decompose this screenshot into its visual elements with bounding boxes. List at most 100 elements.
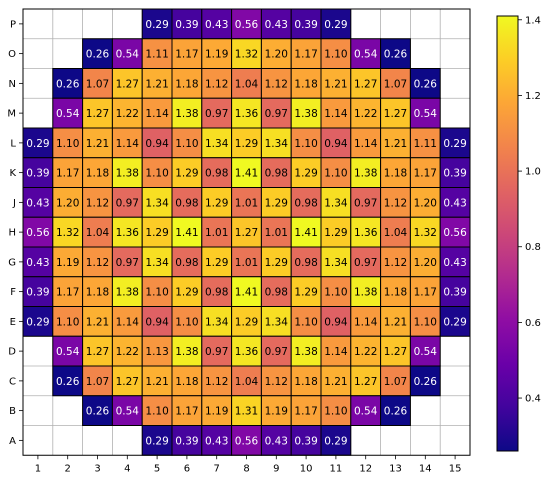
cell-value-label: 1.29 [205,257,228,269]
cell-value-label: 0.54 [116,406,140,418]
heatmap-cell [82,306,113,337]
x-tick-label: 5 [154,463,160,474]
cell-value-label: 1.10 [145,406,168,418]
heatmap-cell [52,97,84,129]
heatmap-cell [231,246,262,278]
heatmap-cell [380,38,411,69]
y-tick-label: F [10,287,16,298]
heatmap-cell [141,127,173,159]
cell-value-label: 1.38 [116,287,139,299]
cell-value-label: 1.29 [294,168,317,180]
cell-value-label: 1.04 [86,227,110,239]
cell-value-label: 0.43 [443,257,466,269]
cell-value-label: 1.21 [86,138,109,150]
heatmap-cell [290,425,322,456]
x-axis-ticks: 1 2 3 4 5 6 7 8 9 10 11 12 13 14 15 [35,455,461,474]
heatmap-cell [231,306,262,337]
cell-value-label: 0.43 [205,435,228,447]
cell-value-label: 1.41 [235,168,258,180]
cell-value-label: 1.10 [294,138,317,150]
heatmap-cell [231,395,262,426]
cell-value-label: 1.29 [265,197,288,209]
cell-value-label: 1.14 [145,108,169,120]
cell-value-label: 1.27 [354,78,377,90]
heatmap-cell [409,97,441,129]
cell-value-label: 0.98 [205,168,228,180]
cell-value-label: 0.39 [443,287,466,299]
cell-value-label: 0.98 [175,197,198,209]
cell-value-label: 1.18 [294,78,317,90]
heatmap-cell [350,395,382,426]
heatmap-cell [82,246,113,278]
cell-value-label: 1.04 [235,78,259,90]
cell-value-label: 0.56 [443,227,467,239]
cell-value-label: 0.39 [26,287,49,299]
y-tick-label: L [10,138,16,149]
cell-value-label: 1.18 [384,287,407,299]
heatmap-cell [52,276,84,307]
cell-value-label: 1.18 [294,376,317,388]
heatmap-cell [290,335,322,367]
cell-value-label: 1.12 [384,257,407,269]
heatmap-cell [201,68,233,99]
cell-value-label: 1.17 [56,287,79,299]
colorbar-tick-label: 1.0 [525,167,541,178]
cell-value-label: 0.26 [384,406,408,418]
heatmap-cell [380,157,411,188]
heatmap-cell [320,395,352,426]
cell-value-label: 0.56 [235,19,259,31]
y-axis-ticks: P O N M L K J H G F E D C B A [7,19,23,447]
cell-value-label: 0.26 [86,406,110,418]
y-tick-label: O [8,49,16,60]
cell-value-label: 0.97 [265,108,288,120]
cell-value-label: 1.14 [354,316,378,328]
heatmap-cell [141,306,173,337]
cell-value-label: 0.29 [26,316,49,328]
heatmap-cell [52,216,84,248]
heatmap-cell [111,395,143,426]
heatmap-cell [409,246,441,278]
heatmap-cell [439,157,471,188]
colorbar-tick-label: 0.6 [525,318,541,329]
cell-value-label: 1.29 [235,138,258,150]
cell-value-label: 0.26 [414,78,438,90]
cell-value-label: 1.29 [265,257,288,269]
heatmap-cell [141,425,173,456]
cell-value-label: 1.21 [384,316,407,328]
y-tick-label: K [9,168,16,179]
cell-value-label: 0.29 [145,19,168,31]
cell-value-label: 1.20 [56,197,79,209]
heatmap-cell [409,306,441,337]
cell-value-label: 1.22 [116,346,139,358]
heatmap-cell [201,246,233,278]
cell-value-label: 1.17 [56,168,79,180]
cell-value-label: 0.39 [294,19,317,31]
cell-value-label: 1.34 [324,257,348,269]
cell-value-label: 0.56 [235,435,259,447]
heatmap-cell [320,187,352,218]
y-tick-label: H [8,228,16,239]
cell-value-label: 1.32 [414,227,437,239]
cell-value-label: 0.94 [324,138,348,150]
cell-value-label: 0.29 [145,435,168,447]
cell-value-label: 1.20 [265,49,288,61]
heatmap-cell [350,38,382,69]
cell-value-label: 0.97 [354,257,377,269]
cell-value-label: 1.18 [175,78,198,90]
heatmap-cell [201,187,233,218]
cell-value-label: 0.98 [265,168,288,180]
heatmap-cell [82,38,113,69]
heatmap-cell [320,276,352,307]
heatmap-cell [111,68,143,99]
heatmap-cell [439,187,471,218]
cell-value-label: 0.26 [384,49,408,61]
cell-value-label: 1.34 [265,138,289,150]
cell-value-label: 1.04 [235,376,259,388]
colorbar [496,15,519,452]
cell-value-label: 1.12 [265,376,288,388]
cell-value-label: 1.14 [354,138,378,150]
cell-value-label: 1.29 [145,227,168,239]
heatmap-cell [231,97,262,129]
cell-value-label: 1.14 [116,316,140,328]
